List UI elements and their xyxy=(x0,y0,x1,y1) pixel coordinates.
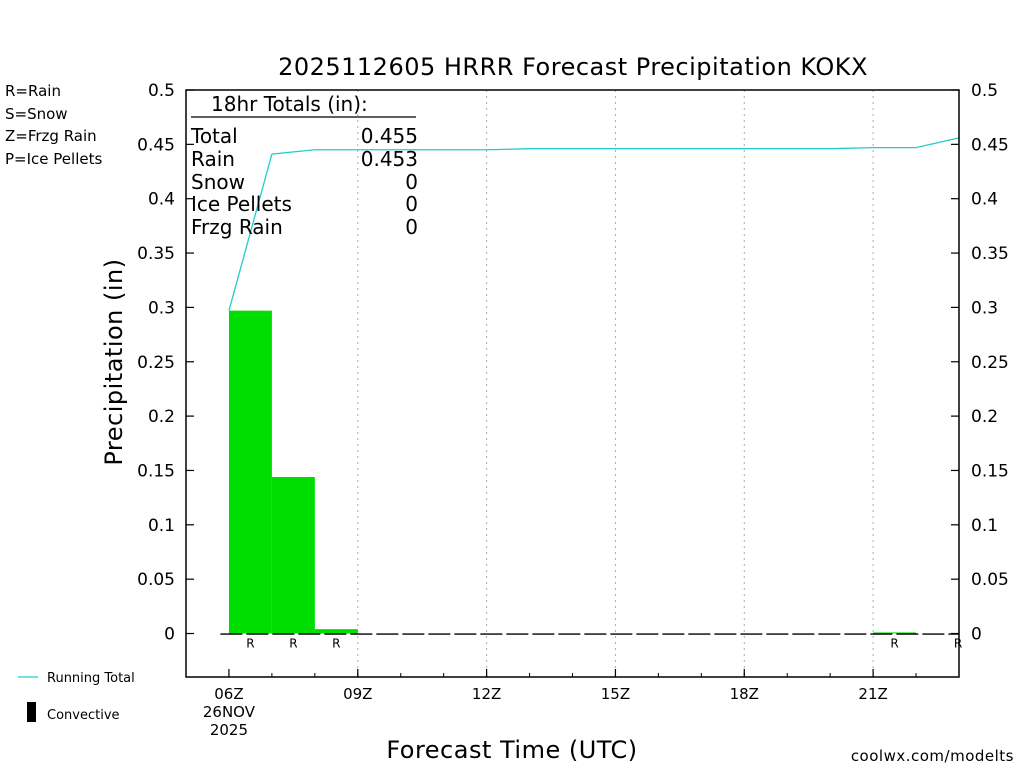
running-total-line xyxy=(228,137,960,311)
y-tick-label-left-1: 0.05 xyxy=(137,570,175,590)
x-tick-label-12Z: 12Z xyxy=(472,685,501,703)
y-tick-label-right-3: 0.15 xyxy=(971,461,1009,481)
totals-value-total: 0.455 xyxy=(361,124,418,148)
y-tick-label-left-10: 0.5 xyxy=(148,81,175,101)
y-tick-label-left-9: 0.45 xyxy=(137,135,175,155)
y-tick-label-right-2: 0.1 xyxy=(971,516,998,536)
x-tick-label-15Z: 15Z xyxy=(601,685,630,703)
totals-value-snow: 0 xyxy=(405,170,418,194)
y-tick-label-right-5: 0.25 xyxy=(971,353,1009,373)
totals-label-snow: Snow xyxy=(191,170,245,194)
ptype-legend: R=Rain S=Snow Z=Frzg Rain P=Ice Pellets xyxy=(5,82,102,168)
totals-label-frzg-rain: Frzg Rain xyxy=(191,215,283,239)
totals-header: 18hr Totals (in): xyxy=(211,92,368,116)
y-tick-labels-right: 0 0.05 0.1 0.15 0.2 0.25 0.3 0.35 0.4 0.45 0.5 xyxy=(971,81,1009,645)
x-tick-label-06Z-line2: 2025 xyxy=(210,721,248,739)
y-tick-label-left-0: 0 xyxy=(164,625,175,645)
ptype-marker-6z: R xyxy=(246,637,254,651)
ptype-legend-frzg-rain: Z=Frzg Rain xyxy=(5,127,97,145)
precip-bar-6z xyxy=(228,310,272,634)
ptype-marker-21z: R xyxy=(890,637,898,651)
running-total-legend-label: Running Total xyxy=(47,671,135,686)
series-legend: Running Total Convective xyxy=(18,671,135,723)
ptype-legend-ice-pellets: P=Ice Pellets xyxy=(5,150,102,168)
y-tick-label-left-7: 0.35 xyxy=(137,244,175,264)
ptype-marker-8z: R xyxy=(332,637,340,651)
y-tick-label-right-1: 0.05 xyxy=(971,570,1009,590)
x-tick-label-21Z: 21Z xyxy=(858,685,887,703)
gridlines xyxy=(357,90,874,677)
x-tick-label-09Z: 09Z xyxy=(343,685,372,703)
totals-value-ice-pellets: 0 xyxy=(405,192,418,216)
y-tick-label-left-6: 0.3 xyxy=(148,298,175,318)
precip-bar-7z xyxy=(271,476,315,634)
ptype-marker-7z: R xyxy=(289,637,297,651)
y-tick-label-left-4: 0.2 xyxy=(148,407,175,427)
convective-legend-swatch xyxy=(27,702,36,722)
y-tick-label-left-5: 0.25 xyxy=(137,353,175,373)
x-axis-label: Forecast Time (UTC) xyxy=(386,736,637,764)
y-tick-label-right-9: 0.45 xyxy=(971,135,1009,155)
hourly-bars xyxy=(220,310,959,635)
y-axis-label: Precipitation (in) xyxy=(100,258,128,465)
totals-box: 18hr Totals (in): Total 0.455 Rain 0.453… xyxy=(190,92,418,239)
chart-title: 2025112605 HRRR Forecast Precipitation K… xyxy=(278,53,868,81)
y-tick-label-right-8: 0.4 xyxy=(971,190,998,210)
y-tick-label-right-0: 0 xyxy=(971,625,982,645)
x-tick-label-06Z: 06Z xyxy=(214,685,243,703)
y-tick-label-left-2: 0.1 xyxy=(148,516,175,536)
y-tick-label-right-4: 0.2 xyxy=(971,407,998,427)
y-tick-label-left-3: 0.15 xyxy=(137,461,175,481)
y-tick-label-right-6: 0.3 xyxy=(971,298,998,318)
ptype-marker-23z: R xyxy=(954,637,962,651)
totals-label-total: Total xyxy=(190,124,238,148)
precip-bar-21z xyxy=(873,632,917,634)
totals-label-ice-pellets: Ice Pellets xyxy=(191,192,292,216)
totals-value-rain: 0.453 xyxy=(361,147,418,171)
credit-text: coolwx.com/modelts xyxy=(851,747,1014,765)
y-tick-label-left-8: 0.4 xyxy=(148,190,175,210)
y-tick-label-right-7: 0.35 xyxy=(971,244,1009,264)
x-tick-label-06Z-line1: 26NOV xyxy=(203,703,256,721)
y-tick-label-right-10: 0.5 xyxy=(971,81,998,101)
ptype-legend-snow: S=Snow xyxy=(5,105,68,123)
plot-frame xyxy=(185,89,960,678)
y-tick-labels-left: 0 0.05 0.1 0.15 0.2 0.25 0.3 0.35 0.4 0.45 0.5 xyxy=(137,81,175,645)
x-tick-label-18Z: 18Z xyxy=(730,685,759,703)
precip-bar-8z xyxy=(314,629,358,634)
totals-value-frzg-rain: 0 xyxy=(405,215,418,239)
convective-legend-label: Convective xyxy=(47,708,120,723)
totals-label-rain: Rain xyxy=(191,147,235,171)
ptype-legend-rain: R=Rain xyxy=(5,82,61,100)
